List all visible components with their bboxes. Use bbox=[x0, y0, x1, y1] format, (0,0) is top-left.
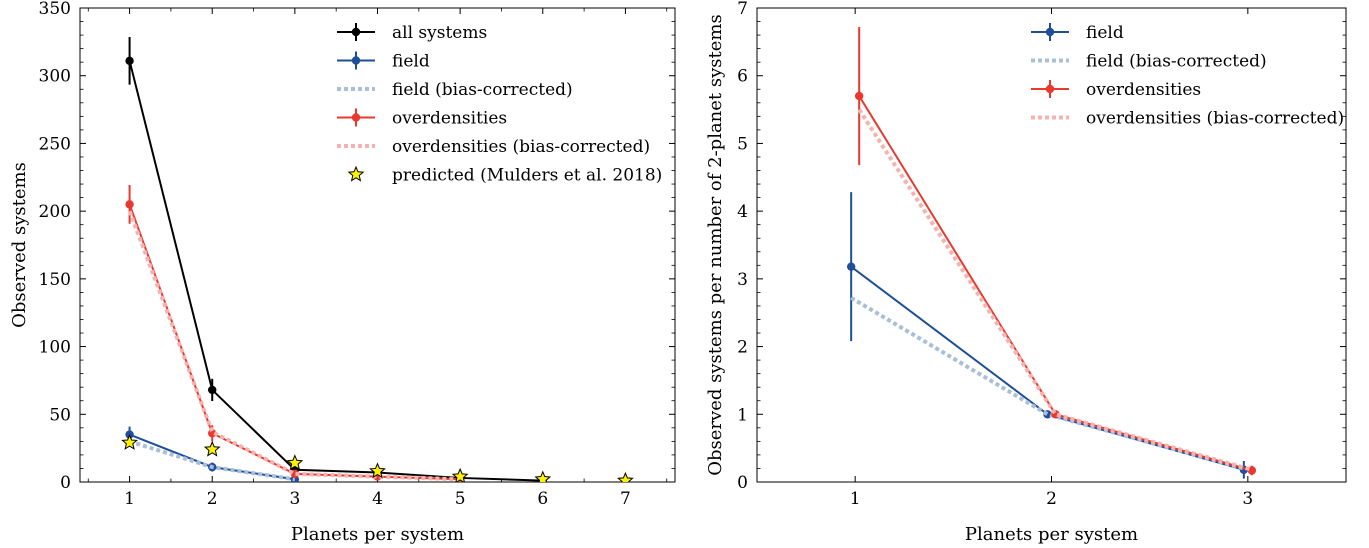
y-tick-label: 0 bbox=[737, 473, 748, 493]
series-0 bbox=[125, 36, 547, 482]
legend-label: predicted (Mulders et al. 2018) bbox=[392, 166, 662, 186]
x-tick-label: 3 bbox=[289, 489, 300, 509]
legend-item: field (bias-corrected) bbox=[1031, 52, 1267, 72]
x-tick-label: 2 bbox=[207, 489, 218, 509]
y-tick-label: 0 bbox=[60, 473, 71, 493]
series-5 bbox=[121, 433, 634, 482]
y-tick-label: 250 bbox=[39, 134, 71, 154]
y-tick-label: 6 bbox=[737, 67, 748, 87]
x-axis-label: Planets per system bbox=[291, 524, 464, 545]
legend-item: overdensities (bias-corrected) bbox=[337, 137, 650, 157]
series-line bbox=[128, 439, 296, 482]
legend-item: overdensities bbox=[1031, 80, 1201, 100]
legend-swatch-marker bbox=[1045, 27, 1055, 37]
x-tick-label: 1 bbox=[124, 489, 135, 509]
plot-area bbox=[846, 26, 1257, 479]
star-marker bbox=[451, 467, 469, 482]
series-1 bbox=[850, 296, 1245, 471]
legend-item: field bbox=[1031, 23, 1124, 43]
x-tick-label: 5 bbox=[455, 489, 466, 509]
series-3 bbox=[125, 185, 465, 482]
data-point bbox=[208, 385, 217, 395]
series-line bbox=[857, 108, 1253, 472]
series-line bbox=[850, 296, 1245, 471]
legend-item: field (bias-corrected) bbox=[337, 80, 573, 100]
x-tick-label: 7 bbox=[620, 489, 631, 509]
data-point bbox=[846, 262, 856, 271]
y-tick-label: 50 bbox=[49, 405, 71, 425]
data-point bbox=[125, 200, 134, 209]
star-marker bbox=[121, 433, 138, 450]
legend: all systems field field (bias-corrected) ov… bbox=[337, 23, 662, 186]
data-point bbox=[125, 56, 134, 66]
legend-label: field bbox=[1086, 23, 1124, 43]
legend-label: overdensities (bias-corrected) bbox=[1086, 109, 1344, 129]
y-tick-label: 2 bbox=[737, 338, 748, 358]
legend-label: overdensities bbox=[392, 109, 507, 129]
star-marker bbox=[203, 440, 221, 457]
series-line bbox=[128, 204, 461, 481]
legend-item: all systems bbox=[337, 23, 487, 43]
axes-frame bbox=[79, 7, 676, 483]
y-axis-label: Observed systems bbox=[9, 162, 30, 328]
y-tick-label: 100 bbox=[39, 338, 71, 358]
series-line bbox=[850, 265, 1245, 471]
y-tick-label: 3 bbox=[737, 270, 748, 290]
star-marker bbox=[369, 462, 386, 479]
legend-label: all systems bbox=[392, 23, 487, 43]
data-point bbox=[1247, 466, 1257, 475]
y-tick-label: 1 bbox=[737, 405, 748, 425]
series-3 bbox=[857, 108, 1253, 472]
legend-swatch-marker bbox=[351, 27, 361, 37]
left-panel: 0 50 100 150 200 250 300 350 1 2 3 4 5 6 7 Planets per … bbox=[9, 0, 676, 545]
y-tick-label: 4 bbox=[737, 202, 748, 222]
legend-item: overdensities (bias-corrected) bbox=[1031, 109, 1344, 129]
series-line bbox=[127, 210, 461, 482]
legend-label: overdensities (bias-corrected) bbox=[392, 137, 650, 157]
data-point bbox=[854, 91, 864, 101]
series-4 bbox=[127, 210, 461, 482]
y-axis-label: Observed systems per number of 2-planet … bbox=[705, 14, 726, 475]
legend-swatch-marker bbox=[351, 56, 361, 65]
series-2 bbox=[128, 439, 296, 482]
legend-label: field (bias-corrected) bbox=[392, 80, 573, 100]
star-marker bbox=[617, 471, 634, 482]
legend-item: overdensities bbox=[337, 108, 507, 129]
legend: field field (bias-corrected) overdensities… bbox=[1031, 23, 1344, 129]
x-tick-label: 6 bbox=[537, 489, 548, 509]
legend-swatch-marker bbox=[351, 113, 361, 122]
legend-item: predicted (Mulders et al. 2018) bbox=[347, 165, 662, 186]
y-tick-label: 150 bbox=[39, 270, 71, 290]
x-tick-label: 2 bbox=[1046, 489, 1057, 509]
x-tick-label: 1 bbox=[850, 489, 861, 509]
legend-label: field bbox=[392, 52, 430, 72]
legend-swatch-star bbox=[347, 165, 365, 182]
y-tick-label: 7 bbox=[737, 0, 748, 19]
legend-item: field bbox=[337, 51, 430, 72]
x-tick-label: 4 bbox=[372, 489, 383, 509]
y-tick-label: 300 bbox=[39, 67, 71, 87]
right-panel: 0 1 2 3 4 5 6 7 1 2 3 Planets per system Observed sy… bbox=[705, 0, 1347, 545]
series-line bbox=[128, 60, 543, 482]
series-0 bbox=[846, 192, 1249, 479]
legend-label: field (bias-corrected) bbox=[1086, 52, 1267, 72]
star-marker bbox=[534, 470, 552, 482]
y-tick-label: 350 bbox=[39, 0, 71, 19]
star-marker bbox=[286, 454, 304, 471]
y-tick-label: 5 bbox=[737, 134, 748, 154]
x-tick-label: 3 bbox=[1242, 489, 1253, 509]
plot-area bbox=[121, 36, 634, 482]
legend-label: overdensities bbox=[1086, 80, 1201, 100]
y-tick-label: 200 bbox=[39, 202, 71, 222]
legend-swatch-marker bbox=[1045, 84, 1055, 94]
x-axis-label: Planets per system bbox=[965, 524, 1138, 545]
